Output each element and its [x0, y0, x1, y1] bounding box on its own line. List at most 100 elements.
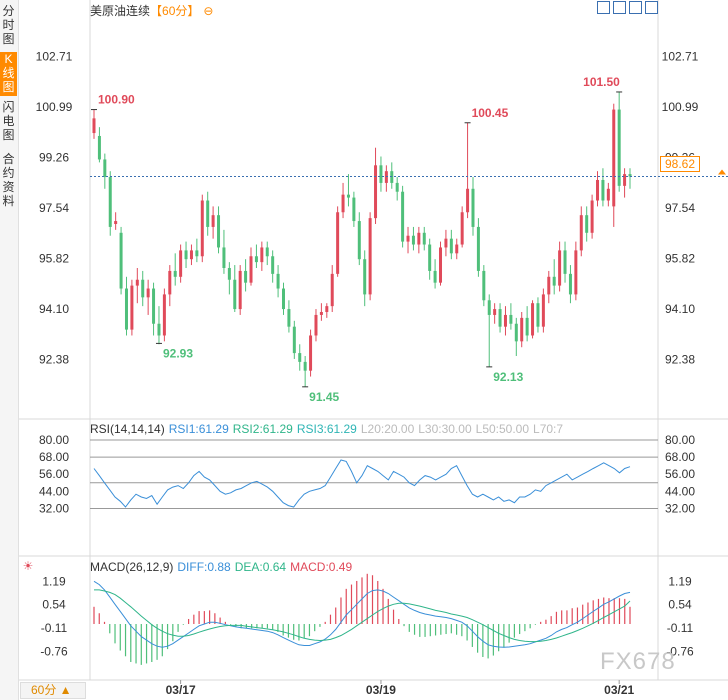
- candle-body: [390, 171, 394, 183]
- candle-body: [200, 200, 204, 257]
- tab-kline[interactable]: K线图: [0, 52, 17, 96]
- y-tick-label-right: 102.71: [662, 49, 699, 63]
- step-back-icon[interactable]: [645, 1, 658, 14]
- chart-title: 美原油连续【60分】 ⊖: [90, 2, 217, 19]
- macd-tick-right: -0.11: [667, 621, 694, 635]
- candle-body: [406, 235, 410, 242]
- candle-body: [244, 270, 248, 283]
- candle-body: [260, 247, 264, 263]
- y-tick-label-left: 95.82: [39, 252, 69, 266]
- candle-body: [206, 200, 210, 227]
- tab-timeshare[interactable]: 分时图: [2, 4, 15, 46]
- current-price-flag: 98.62: [660, 156, 700, 172]
- candle-body: [330, 273, 334, 307]
- extreme-label: 100.90: [98, 93, 135, 107]
- rsi-legend-item: L20:20.00: [360, 422, 415, 436]
- candle-body: [217, 215, 221, 248]
- candle-body: [363, 259, 367, 295]
- rsi-tick-right: 32.00: [665, 501, 695, 515]
- candle-body: [444, 238, 448, 248]
- candle-body: [568, 273, 572, 295]
- y-tick-label-left: 97.54: [39, 201, 69, 215]
- candle-body: [509, 314, 513, 324]
- rsi-tick-left: 44.00: [39, 484, 69, 498]
- candle-body: [439, 247, 443, 283]
- candle-body: [92, 118, 96, 134]
- candle-body: [395, 182, 399, 192]
- symbol-name: 美原油连续: [90, 4, 151, 18]
- candle-body: [271, 256, 275, 274]
- candle-body: [460, 212, 464, 245]
- candle-body: [374, 165, 378, 219]
- candle-body: [341, 194, 345, 213]
- candle-body: [238, 270, 242, 310]
- candle-body: [357, 221, 361, 260]
- candle-body: [596, 179, 600, 201]
- candle-body: [179, 250, 183, 277]
- candle-body: [314, 314, 318, 336]
- macd-legend-item: DIFF:0.88: [177, 560, 231, 574]
- candle-body: [525, 317, 529, 336]
- x-tick-label: 03/21: [604, 683, 634, 697]
- period-selector-button[interactable]: 60分 ▲: [20, 682, 86, 699]
- candle-body: [606, 188, 610, 201]
- extreme-label: 101.50: [583, 75, 620, 89]
- macd-title: MACD(26,12,9): [90, 560, 174, 574]
- rsi-legend-item: RSI1:61.29: [168, 422, 229, 436]
- candle-body: [195, 250, 199, 257]
- candle-body: [617, 109, 621, 186]
- price-marker-icon: [718, 169, 726, 175]
- macd-legend-item: DEA:0.64: [234, 560, 287, 574]
- candle-body: [623, 174, 627, 186]
- candle-body: [249, 256, 253, 283]
- candle-body: [222, 247, 226, 268]
- rsi-tick-left: 68.00: [39, 450, 69, 464]
- candle-body: [227, 267, 231, 280]
- candle-body: [503, 314, 507, 327]
- chart-type-icon[interactable]: [629, 1, 642, 14]
- candle-body: [574, 250, 578, 295]
- candle-body: [628, 174, 632, 177]
- candle-body: [498, 309, 502, 327]
- macd-legend-item: MACD:0.49: [290, 560, 353, 574]
- candle-body: [487, 300, 491, 315]
- zoom-in-icon[interactable]: [597, 1, 610, 14]
- rsi-legend-item: L70:7: [533, 422, 564, 436]
- candle-body: [124, 288, 128, 330]
- candle-body: [287, 309, 291, 327]
- candle-body: [184, 250, 188, 260]
- rsi-title: RSI(14,14,14): [90, 422, 165, 436]
- candle-body: [162, 294, 166, 336]
- y-tick-label-right: 100.99: [662, 100, 699, 114]
- rsi-panel: [90, 439, 658, 509]
- extreme-label: 100.45: [472, 106, 509, 120]
- candle-body: [189, 250, 193, 260]
- candle-body: [428, 244, 432, 271]
- x-tick-label: 03/19: [366, 683, 396, 697]
- collapse-icon[interactable]: ⊖: [203, 4, 214, 18]
- candle-body: [401, 191, 405, 242]
- candle-body: [558, 250, 562, 286]
- y-tick-label-left: 100.99: [36, 100, 73, 114]
- extreme-label: 91.45: [309, 390, 339, 404]
- macd-panel: [93, 573, 631, 665]
- rsi-legend-item: L50:50.00: [475, 422, 530, 436]
- candle-body: [547, 276, 551, 295]
- candle-body: [130, 285, 134, 330]
- tab-contract-info[interactable]: 合约资料: [2, 152, 15, 208]
- candle-body: [114, 221, 118, 224]
- macd-tick-left: 1.19: [42, 574, 66, 588]
- period-tag: 【60分】: [150, 4, 200, 18]
- zoom-out-icon[interactable]: [613, 1, 626, 14]
- dea-line: [94, 589, 631, 643]
- candle-body: [325, 306, 329, 313]
- settings-gear-icon: ☀: [23, 559, 34, 573]
- candle-body: [514, 323, 518, 342]
- rsi-tick-right: 44.00: [665, 484, 695, 498]
- candle-body: [233, 279, 237, 310]
- tab-flash[interactable]: 闪电图: [2, 100, 15, 142]
- candle-body: [433, 270, 437, 283]
- candle-body: [466, 188, 470, 213]
- rsi-tick-right: 56.00: [665, 467, 695, 481]
